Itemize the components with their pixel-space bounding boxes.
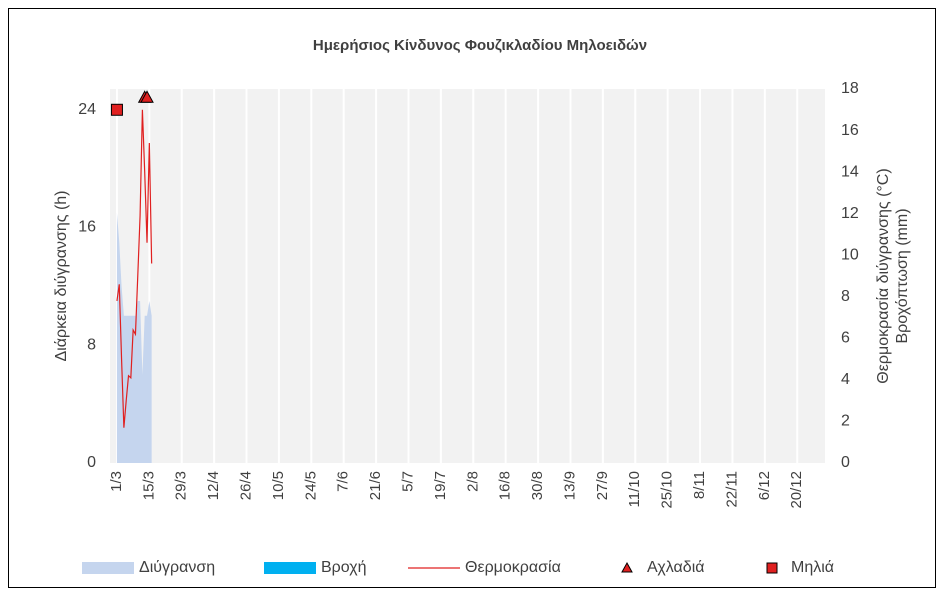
y2-tick-label: 0 [841, 454, 850, 471]
plot-area [110, 89, 825, 463]
legend-label: Διύγρανση [139, 559, 215, 576]
legend-label: Θερμοκρασία [465, 559, 561, 576]
x-tick-label: 13/9 [561, 471, 578, 500]
y2-tick-label: 6 [841, 330, 850, 347]
x-tick-label: 6/12 [756, 471, 773, 500]
y2-tick-label: 10 [841, 246, 859, 263]
marker [110, 103, 123, 116]
legend-swatch [82, 562, 134, 574]
x-tick-label: 22/11 [723, 471, 740, 507]
x-tick-label: 11/10 [626, 471, 643, 507]
y2-tick-label: 14 [841, 163, 859, 180]
chart-title: Ημερήσιος Κίνδυνος Φουζικλαδίου Μηλοειδώ… [313, 37, 647, 54]
y2-axis-label: Θερμοκρασία διύγρανσης (°C) [875, 168, 892, 383]
marker [140, 90, 154, 103]
y2-tick-label: 8 [841, 288, 850, 305]
y2-tick-label: 2 [841, 413, 850, 430]
x-tick-label: 15/3 [140, 471, 157, 500]
legend-swatch [766, 562, 778, 574]
y2-tick-label: 4 [841, 371, 850, 388]
x-tick-label: 10/5 [270, 471, 287, 500]
x-tick-label: 7/6 [335, 471, 352, 492]
legend-swatch [264, 562, 316, 574]
y-tick-label: 16 [78, 219, 96, 236]
y2-axis-label: Βροχόπτωση (mm) [894, 208, 911, 343]
x-tick-label: 20/12 [788, 471, 805, 509]
x-tick-label: 24/5 [302, 471, 319, 500]
y-tick-label: 8 [87, 336, 96, 353]
y2-tick-label: 16 [841, 122, 859, 139]
legend-label: Μηλιά [791, 559, 834, 576]
x-tick-label: 30/8 [529, 471, 546, 500]
x-tick-label: 2/8 [464, 471, 481, 492]
x-tick-label: 21/6 [367, 471, 384, 500]
legend-label: Αχλαδιά [647, 559, 705, 576]
y-tick-label: 0 [87, 454, 96, 471]
y-axis-label: Διάρκεια διύγρανσης (h) [53, 190, 70, 361]
x-tick-label: 19/7 [432, 471, 449, 500]
y-tick-label: 24 [78, 101, 96, 118]
x-tick-label: 25/10 [659, 471, 676, 509]
legend-label: Βροχή [321, 559, 367, 576]
line [116, 109, 153, 428]
x-tick-label: 1/3 [108, 471, 125, 492]
y2-tick-label: 12 [841, 205, 859, 222]
legend-swatch [621, 561, 633, 573]
x-tick-label: 29/3 [173, 471, 190, 500]
y2-tick-label: 18 [841, 80, 859, 97]
x-tick-label: 26/4 [237, 471, 254, 500]
x-tick-label: 27/9 [594, 471, 611, 500]
x-tick-label: 8/11 [691, 471, 708, 499]
x-tick-label: 5/7 [399, 471, 416, 492]
x-tick-label: 12/4 [205, 471, 222, 500]
x-tick-label: 16/8 [497, 471, 514, 500]
